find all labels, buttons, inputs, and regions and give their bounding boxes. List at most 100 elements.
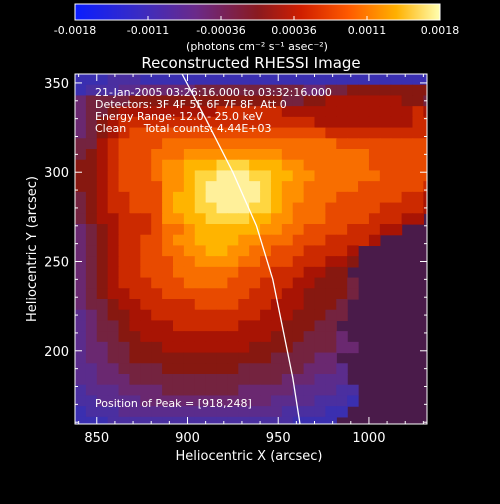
heatmap-cell: [151, 341, 163, 354]
heatmap-cell: [227, 202, 239, 214]
heatmap-cell: [172, 256, 185, 268]
heatmap-cell: [183, 363, 196, 375]
heatmap-cell: [314, 202, 326, 214]
heatmap-cell: [183, 170, 196, 182]
heatmap-cell: [183, 74, 196, 86]
heatmap-cell: [75, 374, 87, 386]
heatmap-cell: [281, 256, 294, 268]
heatmap-cell: [412, 106, 424, 118]
heatmap-cell: [172, 384, 185, 397]
heatmap-cell: [172, 331, 185, 343]
heatmap-cell: [358, 127, 370, 139]
heatmap-cell: [75, 127, 87, 139]
heatmap-cell: [162, 234, 174, 247]
heatmap-cell: [227, 159, 239, 172]
heatmap-cell: [75, 406, 87, 418]
heatmap-cell: [162, 395, 174, 407]
heatmap-cell: [227, 277, 239, 289]
heatmap-cell: [172, 277, 185, 289]
heatmap-cell: [96, 277, 109, 289]
heatmap-cell: [75, 138, 87, 150]
heatmap-cell: [216, 116, 229, 129]
heatmap-cell: [75, 84, 87, 97]
heatmap-cell: [140, 384, 152, 397]
heatmap-cell: [347, 159, 359, 172]
heatmap-cell: [107, 277, 120, 289]
heatmap-cell: [227, 363, 239, 375]
heatmap-cell: [303, 224, 316, 236]
heatmap-cell: [368, 106, 381, 118]
heatmap-cell: [249, 181, 261, 193]
heatmap-cell: [107, 341, 120, 354]
heatmap-cell: [249, 202, 261, 214]
heatmap-cell: [336, 170, 348, 182]
heatmap-cell: [140, 341, 152, 354]
heatmap-cell: [368, 181, 381, 193]
heatmap-cell: [423, 116, 427, 129]
heatmap-cell: [85, 363, 98, 375]
heatmap-cell: [85, 191, 98, 204]
heatmap-cell: [96, 363, 109, 375]
heatmap-cell: [260, 191, 272, 204]
heatmap-cell: [216, 181, 229, 193]
heatmap-cell: [151, 416, 163, 424]
heatmap-cell: [194, 299, 207, 311]
heatmap-cell: [260, 277, 272, 289]
heatmap-cell: [379, 149, 392, 161]
heatmap-cell: [216, 288, 229, 300]
heatmap-cell: [172, 341, 185, 354]
heatmap-cell: [216, 138, 229, 150]
heatmap-cell: [412, 84, 424, 97]
heatmap-cell: [292, 84, 305, 97]
heatmap-cell: [183, 416, 196, 424]
heatmap-cell: [347, 202, 359, 214]
heatmap-cell: [151, 95, 163, 107]
heatmap-cell: [118, 116, 131, 129]
heatmap-cell: [129, 384, 141, 397]
heatmap-cell: [96, 213, 109, 225]
heatmap-cell: [314, 256, 326, 268]
heatmap-cell: [216, 331, 229, 343]
heatmap-cell: [249, 277, 261, 289]
heatmap-cell: [183, 299, 196, 311]
heatmap-cell: [281, 406, 294, 418]
heatmap-cell: [325, 384, 337, 397]
heatmap-cell: [96, 127, 109, 139]
heatmap-cell: [303, 384, 316, 397]
heatmap-cell: [314, 213, 326, 225]
heatmap-cell: [303, 138, 316, 150]
heatmap-cell: [281, 416, 294, 424]
heatmap-cell: [194, 106, 207, 118]
heatmap-cell: [260, 395, 272, 407]
heatmap-cell: [303, 374, 316, 386]
heatmap-cell: [107, 181, 120, 193]
heatmap-cell: [75, 234, 87, 247]
heatmap-cell: [314, 181, 326, 193]
heatmap-cell: [347, 95, 359, 107]
heatmap-cell: [129, 170, 141, 182]
heatmap-cell: [118, 384, 131, 397]
heatmap-cell: [216, 374, 229, 386]
heatmap-cell: [336, 395, 348, 407]
heatmap-cell: [303, 299, 316, 311]
heatmap-cell: [216, 299, 229, 311]
heatmap-cell: [118, 331, 131, 343]
heatmap-cell: [281, 277, 294, 289]
heatmap-cell: [140, 116, 152, 129]
heatmap-cell: [129, 266, 141, 279]
colorbar-tick-label: -0.0011: [127, 24, 169, 37]
heatmap-cell: [96, 159, 109, 172]
heatmap-cell: [434, 74, 445, 85]
heatmap-cell: [118, 309, 131, 322]
heatmap-cell: [238, 331, 250, 343]
heatmap-cell: [216, 320, 229, 332]
heatmap-cell: [85, 127, 98, 139]
heatmap-cell: [194, 74, 207, 86]
heatmap-cell: [358, 116, 370, 129]
heatmap-cell: [85, 288, 98, 300]
heatmap-cell: [314, 234, 326, 247]
heatmap-cell: [368, 74, 381, 86]
heatmap-cell: [75, 74, 87, 86]
heatmap-cell: [336, 331, 348, 343]
